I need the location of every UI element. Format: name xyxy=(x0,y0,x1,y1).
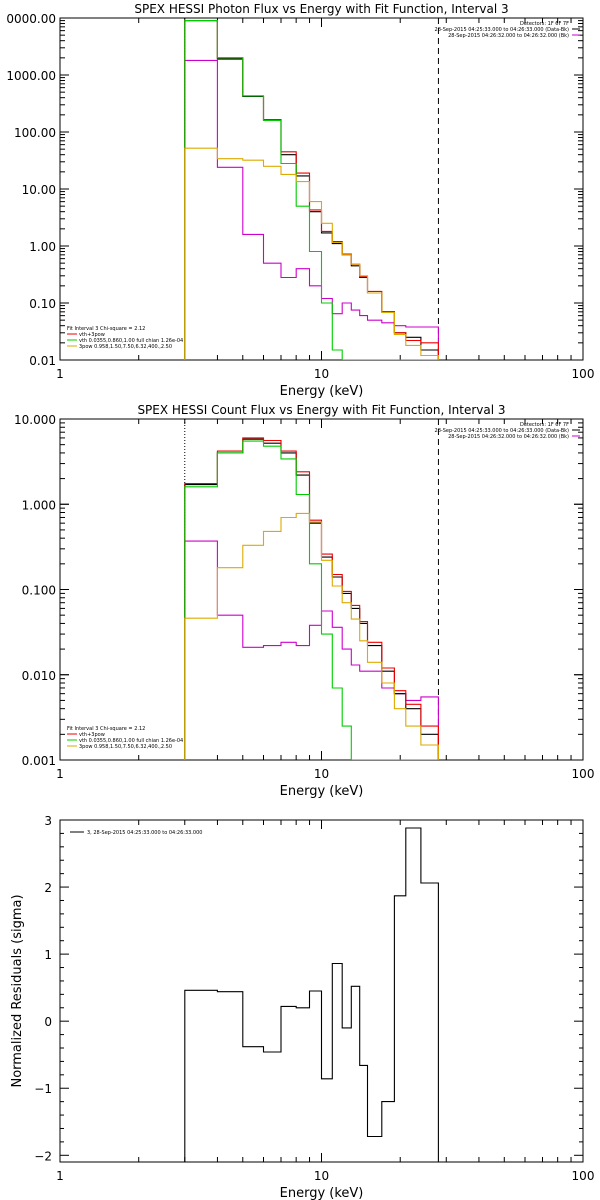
y-axis-label: Normalized Residuals (sigma) xyxy=(10,894,25,1087)
legend-label: vth+3pow xyxy=(79,732,105,738)
series-2-line xyxy=(184,438,439,760)
info-text: 28-Sep-2015 04:26:32.000 to 04:26:32.000… xyxy=(448,33,569,39)
x-axis-label: Energy (keV) xyxy=(280,784,364,799)
y-tick-label: 100.00 xyxy=(14,126,56,140)
series-3-line xyxy=(184,20,439,360)
legend-label: 3, 28-Sep-2015 04:25:33.000 to 04:26:33.… xyxy=(87,830,202,836)
info-text: Detectors: 1F 6F 7F xyxy=(520,21,569,27)
legend-label: vth 0.0355,0.860,1.00 full chian 1.26e-0… xyxy=(79,738,183,744)
y-tick-label: 3 xyxy=(44,814,52,828)
y-tick-label: 10.00 xyxy=(22,183,56,197)
x-tick-label: 1 xyxy=(56,367,64,381)
x-axis-label: Energy (keV) xyxy=(280,384,364,399)
series-1-line xyxy=(184,540,439,760)
x-axis-label: Energy (keV) xyxy=(280,1186,364,1200)
y-tick-label: 0.100 xyxy=(22,584,56,598)
y-tick-label: 0.010 xyxy=(22,669,56,683)
fit-caption: Fit Interval 3 Chi-square = 2.12 xyxy=(67,726,145,732)
x-tick-label: 10 xyxy=(314,367,329,381)
y-tick-label: 0000.00 xyxy=(6,12,56,26)
y-tick-label: 0.001 xyxy=(22,754,56,768)
info-text: 28-Sep-2015 04:25:33.000 to 04:26:33.000… xyxy=(435,428,570,434)
plot-panel-2: 1 10 100 10.000 1.000 0.100 0.010 0.001 SPEX HES… xyxy=(14,403,594,799)
series-1-line xyxy=(184,827,439,1162)
legend-label: 3pow 0.958,1.50,7.50,6.32,400.,2.50 xyxy=(79,344,172,350)
y-tick-label: 1000.00 xyxy=(6,69,56,83)
y-tick-label: 1.00 xyxy=(29,240,56,254)
y-tick-label: 10.000 xyxy=(14,413,56,427)
series-5-line xyxy=(184,512,439,760)
fit-caption: Fit Interval 3 Chi-square = 2.12 xyxy=(67,326,145,332)
y-tick-label: 2 xyxy=(44,881,52,895)
info-text: Detectors: 1F 6F 7F xyxy=(520,422,569,428)
info-text: 28-Sep-2015 04:26:32.000 to 04:26:32.000… xyxy=(448,434,569,440)
plot-panel-1: 1 10 100 0000.00 1000.00 100.00 10.00 1.00 0.10 0… xyxy=(6,2,594,399)
y-tick-label: 1.000 xyxy=(22,498,56,512)
legend-label: vth 0.0355,0.860,1.00 full chian 1.26e-0… xyxy=(79,338,183,344)
y-tick-label: −2 xyxy=(34,1149,52,1163)
x-tick-label: 1 xyxy=(56,1169,64,1183)
x-tick-label: 1 xyxy=(56,767,64,781)
x-tick-label: 100 xyxy=(572,1169,595,1183)
series-4-line xyxy=(184,440,439,760)
x-tick-label: 100 xyxy=(572,367,595,381)
x-tick-label: 100 xyxy=(572,767,595,781)
series-3-line xyxy=(184,437,439,760)
x-tick-label: 10 xyxy=(314,1169,329,1183)
series-5-line xyxy=(184,147,439,360)
y-tick-label: 0.01 xyxy=(29,354,56,368)
legend-label: vth+3pow xyxy=(79,332,105,338)
chart-title: SPEX HESSI Photon Flux vs Energy with Fi… xyxy=(134,2,508,16)
y-tick-label: 1 xyxy=(44,948,52,962)
info-text: 28-Sep-2015 04:25:33.000 to 04:26:33.000… xyxy=(435,27,570,33)
chart-title: SPEX HESSI Count Flux vs Energy with Fit… xyxy=(137,403,505,417)
plot-frame xyxy=(59,17,584,361)
x-tick-label: 10 xyxy=(314,767,329,781)
series-2-line xyxy=(184,20,439,360)
y-tick-label: 0.10 xyxy=(29,297,56,311)
legend-label: 3pow 0.958,1.50,7.50,6.32,400.,2.50 xyxy=(79,744,172,750)
y-tick-label: 0 xyxy=(44,1015,52,1029)
y-tick-label: −1 xyxy=(34,1082,52,1096)
series-4-line xyxy=(184,20,439,360)
